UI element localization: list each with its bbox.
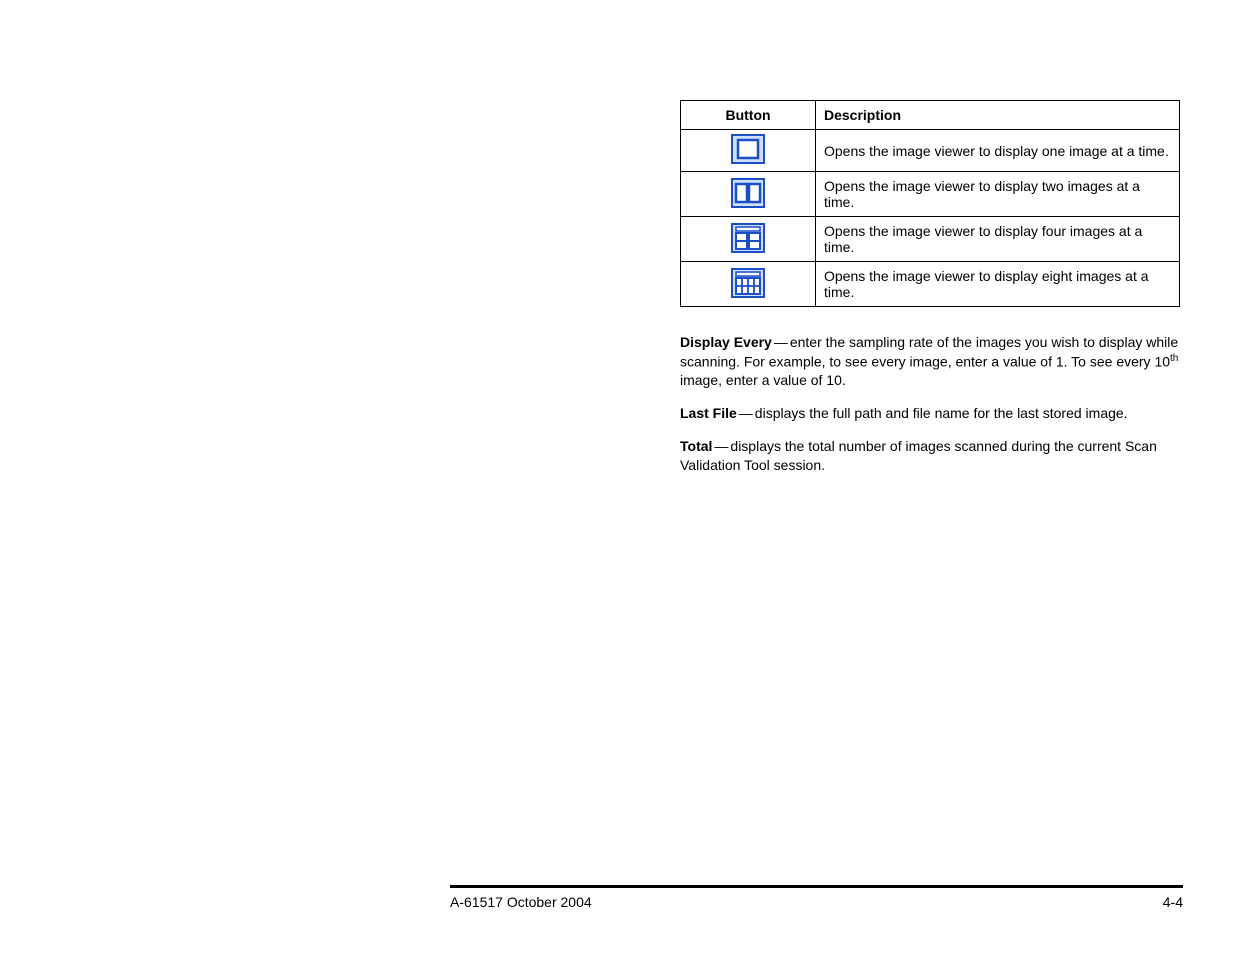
four-image-icon: [731, 223, 765, 256]
display-every-lead: Display Every: [680, 334, 772, 350]
eight-image-icon: [731, 268, 765, 301]
table-row: Opens the image viewer to display eight …: [681, 262, 1180, 307]
table-row: Opens the image viewer to display one im…: [681, 130, 1180, 172]
desc-eight-image: Opens the image viewer to display eight …: [816, 262, 1180, 307]
last-file-lead: Last File: [680, 405, 737, 421]
one-image-icon: [731, 134, 765, 167]
display-every-body-after: image, enter a value of 10.: [680, 372, 846, 388]
total-body: displays the total number of images scan…: [680, 438, 1157, 473]
total-paragraph: Total—displays the total number of image…: [680, 437, 1180, 475]
table-row: Opens the image viewer to display four i…: [681, 217, 1180, 262]
two-image-icon: [731, 178, 765, 211]
last-file-body: displays the full path and file name for…: [755, 405, 1128, 421]
last-file-paragraph: Last File—displays the full path and fil…: [680, 404, 1180, 423]
header-description: Description: [816, 101, 1180, 130]
table-row: Opens the image viewer to display two im…: [681, 172, 1180, 217]
desc-four-image: Opens the image viewer to display four i…: [816, 217, 1180, 262]
footer-page-number: 4-4: [1163, 894, 1183, 910]
page-footer: A-61517 October 2004 4-4: [450, 885, 1183, 910]
desc-one-image: Opens the image viewer to display one im…: [816, 130, 1180, 172]
footer-doc-id: A-61517 October 2004: [450, 894, 592, 910]
footer-rule: [450, 885, 1183, 888]
header-button: Button: [681, 101, 816, 130]
display-every-paragraph: Display Every—enter the sampling rate of…: [680, 333, 1180, 390]
total-lead: Total: [680, 438, 712, 454]
display-every-sup: th: [1170, 353, 1178, 364]
desc-two-image: Opens the image viewer to display two im…: [816, 172, 1180, 217]
button-description-table: Button Description Opens the image viewe…: [680, 100, 1180, 307]
